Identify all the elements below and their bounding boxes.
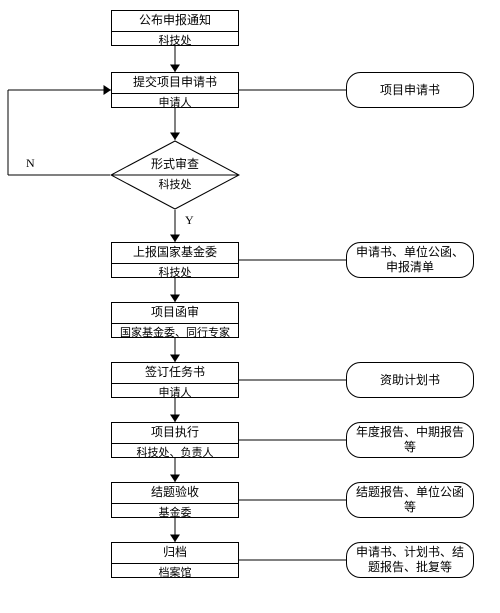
process-sub: 科技处 bbox=[112, 32, 238, 50]
annotation-s6: 年度报告、中期报告等 bbox=[346, 422, 474, 458]
process-n6: 项目执行科技处、负责人 bbox=[111, 422, 239, 458]
decision-sub: 科技处 bbox=[110, 178, 240, 192]
annotation-s7: 结题报告、单位公函等 bbox=[346, 482, 474, 518]
annotation-text: 申请书、单位公函、申报清单 bbox=[352, 245, 468, 275]
decision-no-label: N bbox=[26, 157, 35, 169]
process-sub: 档案馆 bbox=[112, 564, 238, 582]
process-n4: 项目函审国家基金委、同行专家 bbox=[111, 302, 239, 338]
process-title: 提交项目申请书 bbox=[112, 73, 238, 94]
process-sub: 申请人 bbox=[112, 94, 238, 112]
process-n2: 提交项目申请书申请人 bbox=[111, 72, 239, 108]
process-title: 项目函审 bbox=[112, 303, 238, 324]
process-n8: 归档档案馆 bbox=[111, 542, 239, 578]
annotation-text: 资助计划书 bbox=[380, 373, 440, 388]
annotation-s5: 资助计划书 bbox=[346, 362, 474, 398]
decision-title: 形式审查 bbox=[110, 157, 240, 173]
process-sub: 国家基金委、同行专家 bbox=[112, 324, 238, 342]
annotation-s2: 项目申请书 bbox=[346, 72, 474, 108]
process-sub: 申请人 bbox=[112, 384, 238, 402]
annotation-text: 项目申请书 bbox=[380, 83, 440, 98]
process-sub: 科技处、负责人 bbox=[112, 444, 238, 462]
process-title: 签订任务书 bbox=[112, 363, 238, 384]
annotation-s3: 申请书、单位公函、申报清单 bbox=[346, 242, 474, 278]
process-title: 结题验收 bbox=[112, 483, 238, 504]
process-n1: 公布申报通知科技处 bbox=[111, 10, 239, 46]
decision-dec: 形式审查科技处 bbox=[110, 140, 240, 210]
annotation-text: 申请书、计划书、结题报告、批复等 bbox=[352, 545, 468, 575]
annotation-text: 结题报告、单位公函等 bbox=[352, 485, 468, 515]
process-title: 上报国家基金委 bbox=[112, 243, 238, 264]
process-sub: 基金委 bbox=[112, 504, 238, 522]
process-n7: 结题验收基金委 bbox=[111, 482, 239, 518]
process-title: 归档 bbox=[112, 543, 238, 564]
process-n5: 签订任务书申请人 bbox=[111, 362, 239, 398]
decision-yes-label: Y bbox=[185, 214, 194, 226]
process-n3: 上报国家基金委科技处 bbox=[111, 242, 239, 278]
process-title: 公布申报通知 bbox=[112, 11, 238, 32]
annotation-text: 年度报告、中期报告等 bbox=[352, 425, 468, 455]
process-title: 项目执行 bbox=[112, 423, 238, 444]
process-sub: 科技处 bbox=[112, 264, 238, 282]
annotation-s8: 申请书、计划书、结题报告、批复等 bbox=[346, 542, 474, 578]
